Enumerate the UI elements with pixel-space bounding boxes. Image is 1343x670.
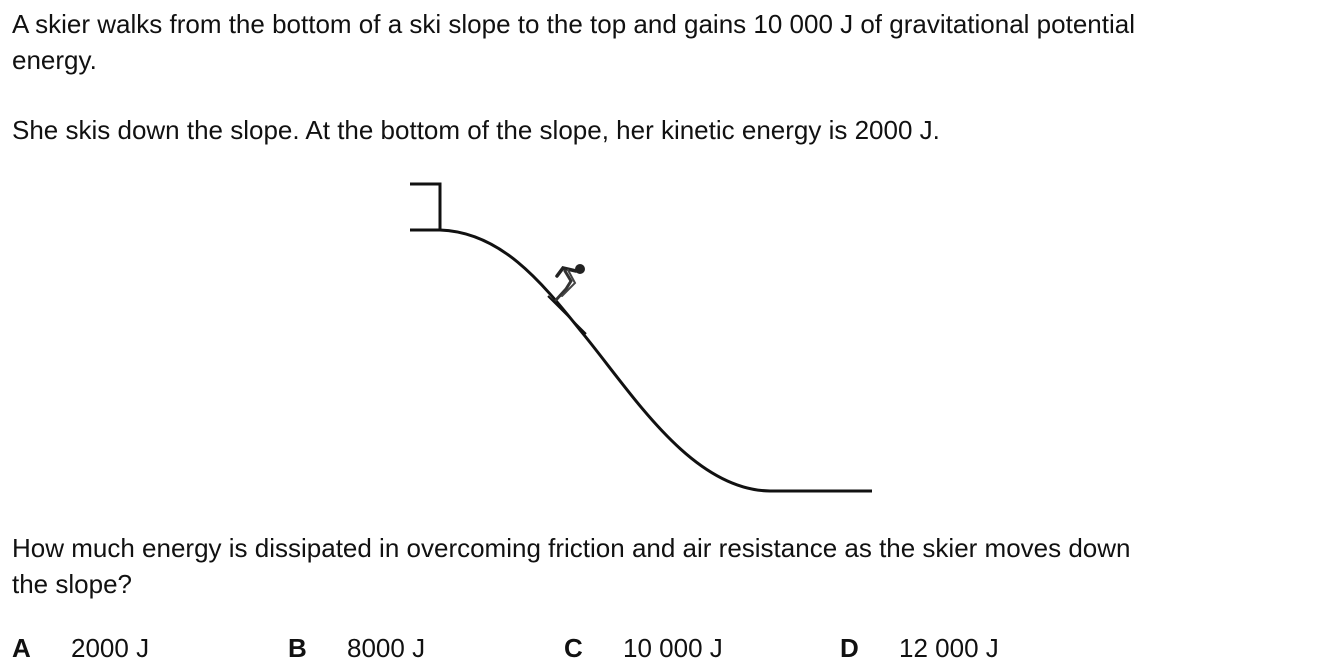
question-prompt-line2: the slope? <box>12 569 132 599</box>
option-a-value[interactable]: 2000 J <box>71 633 150 663</box>
question-intro-line1: A skier walks from the bottom of a ski s… <box>12 9 1135 39</box>
question-prompt: How much energy is dissipated in overcom… <box>12 530 1337 602</box>
question-intro: A skier walks from the bottom of a ski s… <box>12 6 1337 78</box>
question-statement: She skis down the slope. At the bottom o… <box>12 112 1337 148</box>
option-c-value[interactable]: 10 000 J <box>623 633 723 663</box>
start-platform <box>410 182 442 232</box>
slope-curve <box>439 228 872 493</box>
question-intro-line2: energy. <box>12 45 97 75</box>
option-b-value[interactable]: 8000 J <box>347 633 426 663</box>
skier-icon <box>547 264 587 335</box>
option-a-letter[interactable]: A <box>12 633 31 663</box>
option-d-value[interactable]: 12 000 J <box>899 633 999 663</box>
option-b-letter[interactable]: B <box>288 633 307 663</box>
answer-options: A 2000 J B 8000 J C 10 000 J D 12 000 J <box>0 630 1343 666</box>
question-prompt-line1: How much energy is dissipated in overcom… <box>12 533 1131 563</box>
option-d-letter[interactable]: D <box>840 633 859 663</box>
question-statement-line: She skis down the slope. At the bottom o… <box>12 115 940 145</box>
option-c-letter[interactable]: C <box>564 633 583 663</box>
